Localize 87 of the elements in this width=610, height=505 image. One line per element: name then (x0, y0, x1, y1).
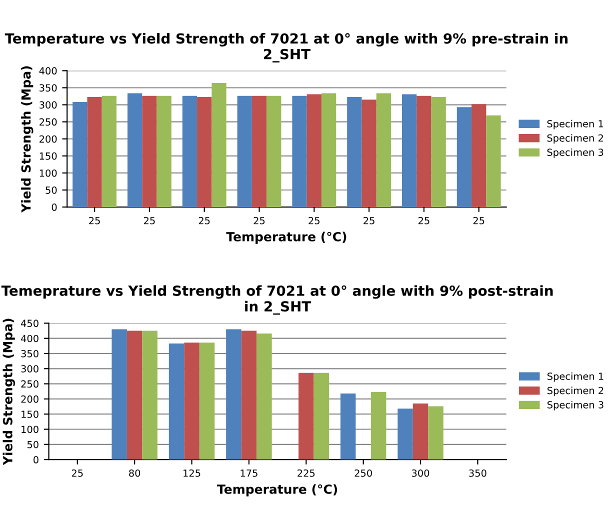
bar (252, 96, 267, 208)
y-tick-label: 250 (21, 380, 38, 388)
legend-label: Specimen 3 (547, 148, 604, 158)
y-tick-label: 50 (46, 186, 57, 194)
bar (486, 115, 501, 208)
bar (126, 330, 142, 460)
bar (184, 342, 200, 460)
x-tick-label: 25 (89, 216, 100, 224)
bar (142, 96, 157, 208)
chart-title: Temperature vs Yield Strength of 7021 at 0° angle with 9% pre-strain in 2_SHT (4, 32, 568, 62)
y-tick-label: 350 (21, 350, 38, 358)
bar (199, 342, 215, 460)
x-tick-label: 25 (473, 216, 484, 224)
x-axis-title: Temperature (°C) (226, 232, 346, 244)
y-tick-label: 400 (39, 67, 57, 75)
y-tick-label: 300 (40, 101, 57, 109)
y-tick-label: 0 (52, 204, 57, 211)
y-tick-label: 100 (22, 426, 38, 434)
bar (292, 96, 307, 208)
bar (456, 107, 472, 208)
bar (314, 372, 330, 460)
y-tick-label: 150 (22, 410, 38, 418)
y-tick-label: 100 (40, 169, 57, 177)
x-tick-label: 350 (469, 469, 486, 477)
y-tick-label: 250 (40, 118, 57, 126)
bar (472, 104, 486, 208)
bar (102, 96, 117, 208)
bar (428, 406, 444, 460)
y-tick-label: 300 (21, 365, 38, 372)
bar (398, 408, 413, 460)
x-tick-label: 25 (144, 216, 155, 224)
bar (370, 392, 386, 460)
bar (142, 330, 158, 460)
bar (112, 329, 127, 460)
bar (431, 96, 446, 208)
x-tick-label: 25 (254, 216, 265, 224)
y-tick-label: 150 (40, 152, 57, 160)
x-tick-label: 25 (72, 469, 83, 477)
bar (168, 344, 184, 460)
x-tick-label: 250 (354, 469, 372, 477)
bar (182, 96, 198, 208)
bar (237, 96, 252, 208)
bar (241, 330, 257, 460)
x-tick-label: 25 (198, 216, 210, 224)
x-tick-label: 25 (308, 216, 320, 224)
bar (226, 329, 242, 460)
x-tick-label: 175 (240, 470, 258, 477)
x-tick-label: 300 (412, 469, 430, 477)
y-axis-title: Yield Strength (Mpa) (21, 66, 34, 213)
y-tick-label: 350 (40, 84, 57, 92)
x-tick-label: 125 (184, 469, 200, 477)
bar (416, 96, 432, 208)
y-tick-label: 400 (20, 334, 38, 342)
legend-label: Specimen 3 (547, 400, 604, 410)
x-tick-label: 25 (364, 216, 374, 224)
bar (362, 100, 376, 208)
bar (321, 93, 336, 208)
y-axis-title: Yield Strength (Mpa) (2, 318, 15, 466)
y-tick-label: 200 (40, 135, 57, 143)
bar (376, 93, 392, 208)
bar (306, 94, 322, 208)
legend-label: Specimen 2 (547, 386, 604, 396)
bar (412, 403, 428, 460)
bar (87, 96, 102, 208)
x-tick-label: 80 (129, 469, 140, 477)
bar (256, 334, 272, 460)
y-tick-label: 200 (21, 395, 38, 403)
y-tick-label: 450 (20, 320, 38, 328)
chart-title: Temeprature vs Yield Strength of 7021 at 0° angle with 9% post-strain in 2_SHT (1, 285, 553, 315)
bar (197, 96, 212, 208)
legend-label: Specimen 1 (547, 120, 604, 130)
bar (72, 102, 88, 208)
bar (402, 94, 417, 208)
x-tick-label: 225 (298, 469, 315, 477)
x-tick-label: 25 (418, 216, 430, 224)
bar (127, 93, 142, 208)
y-tick-label: 0 (34, 456, 38, 464)
y-tick-label: 50 (27, 440, 38, 448)
bar (298, 372, 314, 460)
bar (156, 96, 172, 208)
bar (340, 393, 356, 460)
bar (212, 82, 226, 208)
legend-label: Specimen 1 (547, 372, 604, 382)
legend-label: Specimen 2 (547, 134, 603, 144)
bar (266, 96, 282, 208)
bar (347, 96, 362, 208)
x-axis-title: Temperature (°C) (217, 484, 338, 496)
